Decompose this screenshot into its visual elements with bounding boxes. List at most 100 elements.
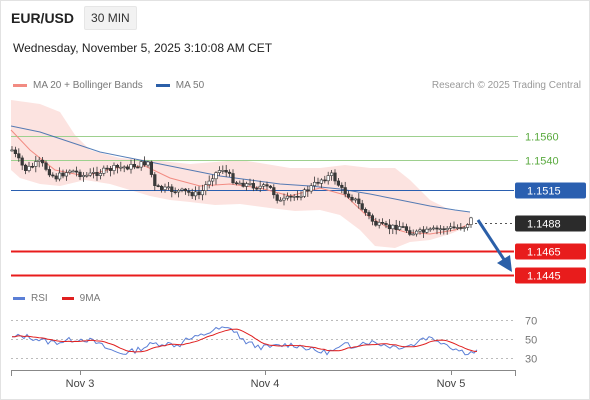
candle-body	[404, 226, 409, 231]
chart-legend: MA 20 + Bollinger Bands MA 50	[13, 80, 217, 91]
timestamp: Wednesday, November 5, 2025 3:10:08 AM C…	[13, 41, 273, 55]
candle-body	[68, 170, 72, 173]
price-labels: 1.1560 1.1540 1.1515 1.1488 1.1465 1.1445	[515, 132, 586, 284]
candle-body	[469, 217, 473, 225]
timeframe-button[interactable]: 30 MIN	[84, 6, 137, 30]
rsi-swatch	[13, 297, 25, 300]
candle-body	[394, 224, 398, 230]
candle-body	[340, 184, 344, 188]
x-axis-label: Nov 4	[251, 378, 280, 390]
candle-body	[312, 181, 317, 186]
candle-body	[289, 195, 293, 198]
x-axis-label: Nov 3	[66, 378, 95, 390]
candle-body	[326, 175, 330, 182]
candle-body	[428, 228, 432, 231]
candle-body	[197, 191, 201, 196]
candle-body	[102, 167, 106, 174]
candle-body	[261, 184, 266, 187]
candle-body	[442, 228, 446, 231]
credit-text: Research © 2025 Trading Central	[431, 80, 581, 91]
candle-body	[27, 165, 31, 171]
legend-label-ma20: MA 20 + Bollinger Bands	[33, 80, 143, 91]
candle-body	[272, 187, 276, 196]
candle-body	[214, 172, 218, 180]
x-axis: Nov 3 Nov 4 Nov 5	[11, 370, 516, 390]
legend-item-ma50: MA 50	[155, 80, 204, 91]
candle-body	[452, 226, 456, 229]
candle-body	[20, 157, 24, 166]
candle-body	[98, 173, 102, 176]
candle-body	[146, 161, 150, 166]
candle-body	[411, 233, 415, 236]
candle-body	[421, 229, 426, 233]
symbol-label: EUR/USD	[11, 10, 75, 26]
candle-body	[54, 175, 58, 180]
candle-body	[71, 170, 75, 173]
rsi-level-label-50: 50	[525, 335, 537, 347]
candle-body	[221, 170, 225, 172]
candle-body	[190, 192, 194, 197]
level-tag-1.1445	[515, 267, 586, 284]
ma9-legend-item: 9MA	[61, 293, 101, 304]
candle-body	[231, 173, 235, 184]
candle-body	[350, 196, 354, 201]
rsi-line	[12, 326, 478, 356]
candle-body	[292, 195, 296, 198]
candle-body	[153, 174, 157, 186]
candle-body	[47, 169, 51, 176]
candle-body	[129, 164, 133, 170]
candle-body	[194, 191, 198, 197]
candles	[10, 146, 473, 239]
level-label-1.1515: 1.1515	[527, 186, 561, 198]
candle-body	[10, 149, 14, 152]
candle-body	[34, 161, 38, 167]
candle-body	[217, 170, 222, 173]
candle-body	[122, 166, 126, 169]
candle-body	[384, 223, 388, 226]
candle-body	[51, 174, 55, 177]
candle-body	[105, 167, 109, 170]
rsi-legend: RSI 9MA	[13, 293, 114, 304]
candle-body	[115, 165, 119, 168]
x-axis-label: Nov 5	[437, 378, 466, 390]
candle-body	[156, 185, 160, 187]
candle-body	[139, 161, 143, 168]
candle-body	[13, 149, 18, 154]
candle-body	[57, 172, 62, 180]
candle-body	[207, 180, 211, 185]
candle-body	[44, 162, 48, 170]
candle-body	[88, 172, 92, 176]
candle-body	[285, 195, 290, 199]
candle-body	[336, 180, 341, 186]
candle-body	[92, 172, 96, 174]
level-label-1.1540: 1.1540	[525, 156, 559, 168]
candle-body	[408, 230, 412, 235]
ma9-legend-label: 9MA	[79, 293, 101, 304]
candle-body	[462, 227, 466, 229]
candle-body	[81, 175, 85, 178]
candle-body	[170, 186, 174, 192]
candle-body	[224, 170, 228, 173]
candle-body	[265, 184, 269, 187]
ma9-swatch	[61, 297, 74, 300]
candle-body	[380, 221, 385, 224]
candle-body	[204, 184, 208, 191]
candle-body	[418, 229, 422, 232]
candle-body	[425, 228, 429, 233]
candle-body	[323, 179, 327, 182]
candle-body	[374, 220, 378, 226]
candle-body	[414, 230, 419, 235]
candle-body	[360, 203, 364, 210]
candle-body	[173, 191, 177, 193]
bollinger-bands	[11, 100, 470, 248]
candle-body	[149, 161, 154, 175]
candle-body	[187, 190, 191, 193]
candle-body	[370, 215, 375, 222]
candle-body	[275, 194, 279, 201]
candle-body	[306, 189, 310, 192]
candle-body	[112, 165, 116, 171]
candle-body	[397, 226, 402, 230]
forecast-arrow	[476, 219, 512, 272]
candle-body	[136, 166, 140, 169]
